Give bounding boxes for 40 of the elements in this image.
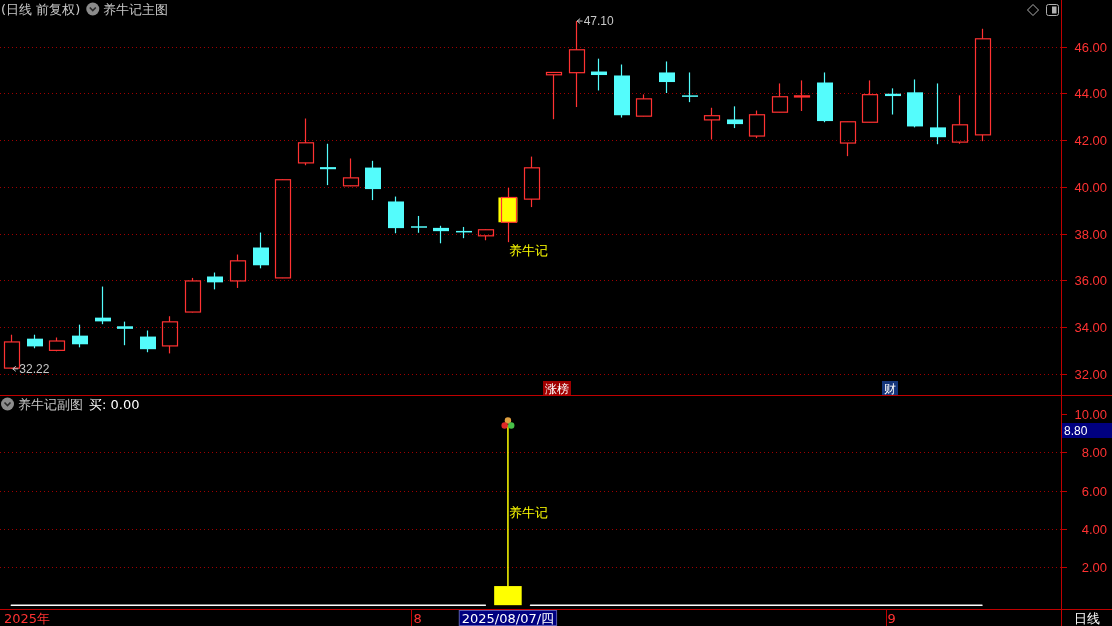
chart-title: (日线 前复权): [1, 1, 81, 17]
annotation: 涨榜: [545, 381, 569, 396]
y-tick-label: 10.00: [1074, 407, 1107, 422]
candlestick: [659, 60, 675, 94]
annotation: 47.10: [583, 14, 614, 29]
y-tick-label: 34.00: [1074, 320, 1107, 335]
y-tick-label: 8.00: [1081, 445, 1107, 460]
text: 日线: [1073, 610, 1100, 626]
candlestick: [140, 329, 156, 353]
text: 8.80: [1064, 424, 1088, 438]
x-tick-label: 9: [887, 610, 896, 626]
y-tick-label: 38.00: [1074, 227, 1107, 242]
y-tick-label: 2.00: [1081, 560, 1107, 575]
text: 买: 0.00: [89, 396, 140, 412]
y-tick-label: 32.00: [1074, 367, 1107, 382]
chart-title: 养牛记副图: [18, 396, 83, 412]
x-tick-label: 8: [413, 610, 422, 626]
candlestick: [682, 71, 698, 103]
annotation: 财: [884, 381, 896, 396]
y-tick-label: 40.00: [1074, 180, 1107, 195]
y-tick-label: 42.00: [1074, 133, 1107, 148]
chart-subtitle: 养牛记主图: [103, 1, 169, 17]
annotation: 养牛记: [508, 242, 548, 258]
annotation: 养牛记: [508, 504, 548, 520]
candlestick: [365, 160, 381, 201]
candlestick: [253, 231, 269, 269]
y-tick-label: 36.00: [1074, 273, 1107, 288]
y-tick-label: 44.00: [1074, 86, 1107, 101]
y-tick-label: 6.00: [1081, 484, 1107, 499]
candlestick: [930, 82, 946, 145]
annotation: 32.22: [19, 361, 50, 376]
candlestick: [72, 324, 88, 348]
x-axis-title: 2025年: [4, 610, 51, 626]
candlestick: [320, 143, 336, 186]
x-tick-label: 2025/08/07/四: [461, 610, 555, 626]
y-tick-label: 4.00: [1081, 522, 1107, 537]
candlestick: [568, 20, 586, 108]
y-tick-label: 46.00: [1074, 40, 1107, 55]
candlestick: [727, 105, 743, 129]
candlestick: [117, 321, 133, 346]
